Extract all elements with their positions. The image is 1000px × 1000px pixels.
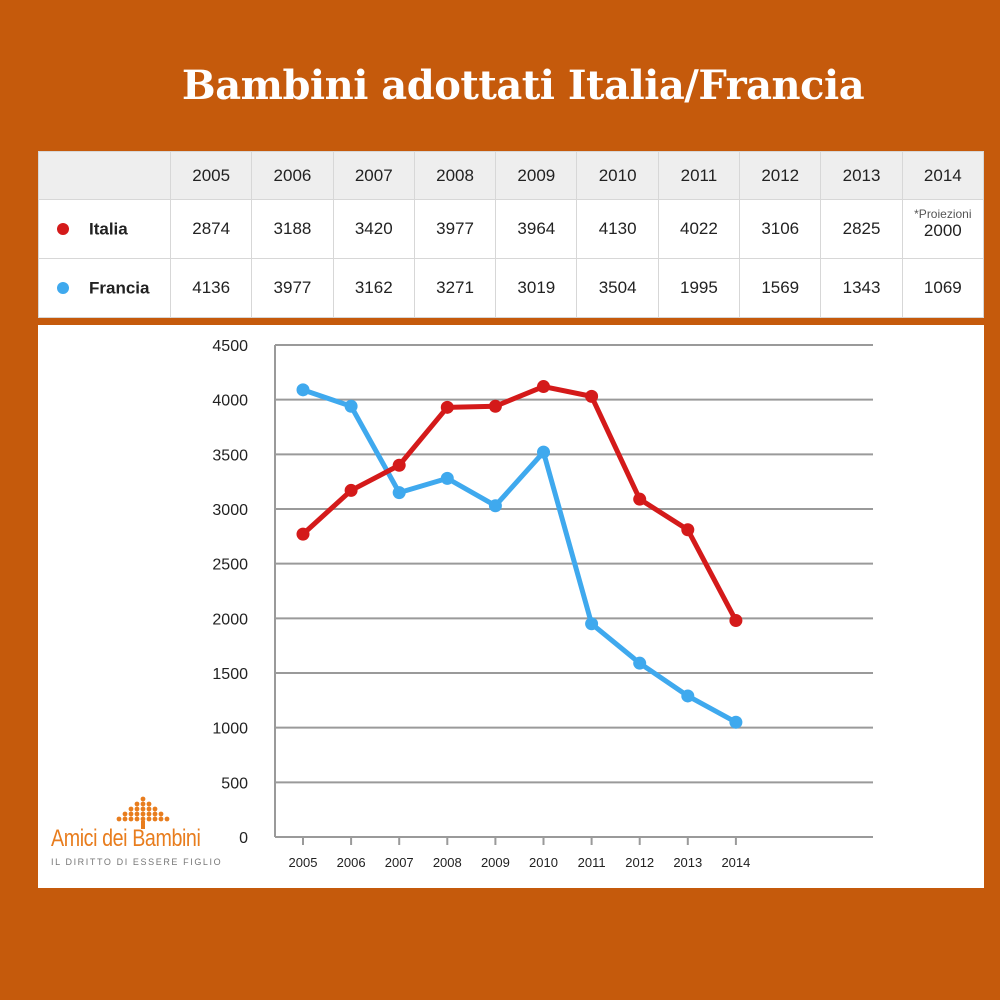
- table-cell-value: 2000: [923, 221, 962, 240]
- data-point-italia: [681, 523, 695, 537]
- x-tick-label: 2007: [385, 855, 414, 870]
- table-cell: 4136: [169, 258, 253, 318]
- table-cell: 3271: [413, 258, 497, 318]
- y-tick-label: 4500: [212, 338, 248, 355]
- table-cell: 3106: [739, 199, 822, 259]
- data-point-italia: [537, 380, 550, 394]
- year-header: 2006: [251, 151, 334, 200]
- x-tick-label: 2014: [721, 855, 750, 870]
- table-cell: 3504: [576, 258, 659, 318]
- table-cell-projection: *Proiezioni 2000: [901, 199, 985, 259]
- data-point-italia: [392, 458, 406, 472]
- y-tick-label: 1000: [212, 721, 248, 738]
- x-tick-label: 2012: [625, 855, 654, 870]
- x-tick-label: 2005: [289, 855, 318, 870]
- year-header: 2012: [739, 151, 822, 200]
- data-point-francia: [633, 656, 647, 670]
- logo-tagline: IL DIRITTO DI ESSERE FIGLIO: [51, 857, 223, 867]
- table-cell: 3420: [332, 199, 415, 259]
- table-cell: 2825: [820, 199, 903, 259]
- table-cell: 3162: [332, 258, 415, 318]
- row-label-italia: Italia: [38, 199, 171, 259]
- y-tick-label: 0: [239, 830, 248, 847]
- x-tick-label: 2010: [529, 855, 558, 870]
- table-cell: 2874: [169, 199, 253, 259]
- year-header: 2013: [820, 151, 903, 200]
- year-header: 2007: [332, 151, 415, 200]
- data-point-francia: [681, 689, 695, 703]
- data-table: 2005 2006 2007 2008 2009 2010 2011 2012 …: [38, 151, 985, 318]
- table-cell: 4022: [657, 199, 741, 259]
- logo-name: Amici dei Bambini: [51, 825, 201, 852]
- data-point-italia: [633, 492, 647, 506]
- table-cell: 4130: [576, 199, 659, 259]
- page-title: Bambini adottati Italia/Francia: [181, 62, 865, 109]
- row-label-text: Francia: [89, 278, 150, 298]
- table-corner-cell: [38, 151, 171, 200]
- italia-dot-icon: [57, 223, 69, 236]
- data-point-francia: [296, 383, 310, 397]
- data-point-italia: [440, 400, 454, 414]
- row-label-francia: Francia: [38, 258, 171, 318]
- line-chart: 0 500 1000 1500 2000 2500 3000 3500 4000 4500 2005…: [212, 338, 873, 870]
- amici-dei-bambini-logo: Amici dei Bambini IL DIRITTO DI ESSERE F…: [48, 795, 228, 875]
- data-point-francia: [392, 486, 406, 500]
- table-row-italia: Italia 2874 3188 3420 3977 3964 4130 402…: [38, 199, 985, 259]
- x-tick-label: 2013: [673, 855, 702, 870]
- year-header: 2009: [495, 151, 578, 200]
- data-point-italia: [729, 614, 743, 628]
- y-tick-label: 3000: [212, 502, 248, 519]
- series-line-francia: [300, 387, 739, 725]
- table-row-francia: Francia 4136 3977 3162 3271 3019 3504 19…: [38, 258, 985, 318]
- table-cell: 1343: [820, 258, 903, 318]
- table-cell: 3964: [495, 199, 578, 259]
- year-header: 2008: [413, 151, 497, 200]
- y-tick-label: 1500: [212, 666, 248, 683]
- data-point-francia: [729, 715, 743, 729]
- y-tick-label: 2500: [212, 557, 248, 574]
- table-cell: 3977: [251, 258, 334, 318]
- y-tick-label: 2000: [212, 611, 248, 628]
- x-tick-label: 2008: [433, 855, 462, 870]
- x-tick-label: 2009: [481, 855, 510, 870]
- francia-dot-icon: [57, 282, 69, 295]
- table-cell: 1069: [901, 258, 985, 318]
- row-label-text: Italia: [89, 219, 128, 239]
- table-header-row: 2005 2006 2007 2008 2009 2010 2011 2012 …: [38, 151, 985, 200]
- y-tick-label: 500: [221, 775, 248, 792]
- data-point-italia: [488, 399, 502, 413]
- year-header: 2011: [657, 151, 741, 200]
- data-point-francia: [440, 471, 454, 485]
- data-point-francia: [585, 617, 599, 631]
- table-cell: 3977: [413, 199, 497, 259]
- data-point-francia: [488, 499, 502, 513]
- year-header: 2014: [901, 151, 985, 200]
- y-tick-label: 4000: [212, 393, 248, 410]
- chart-panel: 0 500 1000 1500 2000 2500 3000 3500 4000 4500 2005…: [38, 325, 984, 888]
- data-point-italia: [344, 483, 358, 497]
- table-cell: 1995: [657, 258, 741, 318]
- year-header: 2010: [576, 151, 659, 200]
- x-tick-label: 2006: [337, 855, 366, 870]
- table-cell: 3188: [251, 199, 334, 259]
- tree-dots-icon: [116, 796, 170, 829]
- data-point-francia: [537, 445, 550, 459]
- data-point-italia: [585, 389, 599, 403]
- table-cell: 3019: [495, 258, 578, 318]
- data-point-italia: [296, 527, 310, 541]
- table-cell: 1569: [739, 258, 822, 318]
- series-line-italia: [300, 384, 739, 624]
- projection-note: *Proiezioni: [914, 207, 972, 221]
- y-tick-label: 3500: [212, 447, 248, 464]
- x-tick-label: 2011: [578, 855, 606, 870]
- data-point-francia: [344, 399, 358, 413]
- year-header: 2005: [169, 151, 253, 200]
